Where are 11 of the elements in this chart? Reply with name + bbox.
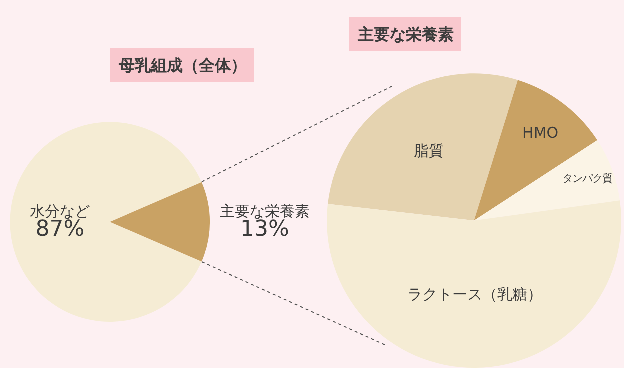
pie-slice [327, 200, 622, 368]
pie-slice [328, 74, 518, 221]
slice-label: タンパク質 [562, 172, 612, 185]
pie-slice [474, 140, 620, 221]
pie-slice [10, 122, 202, 322]
slice-label: 脂質 [414, 142, 444, 160]
chart-title: 母乳組成（全体） [118, 56, 247, 75]
chart-title: 主要な栄養素 [357, 25, 454, 44]
slice-label: HMO [522, 124, 559, 142]
slice-label: ラクトース（乳糖） [408, 285, 543, 304]
pie-slice [110, 182, 210, 262]
